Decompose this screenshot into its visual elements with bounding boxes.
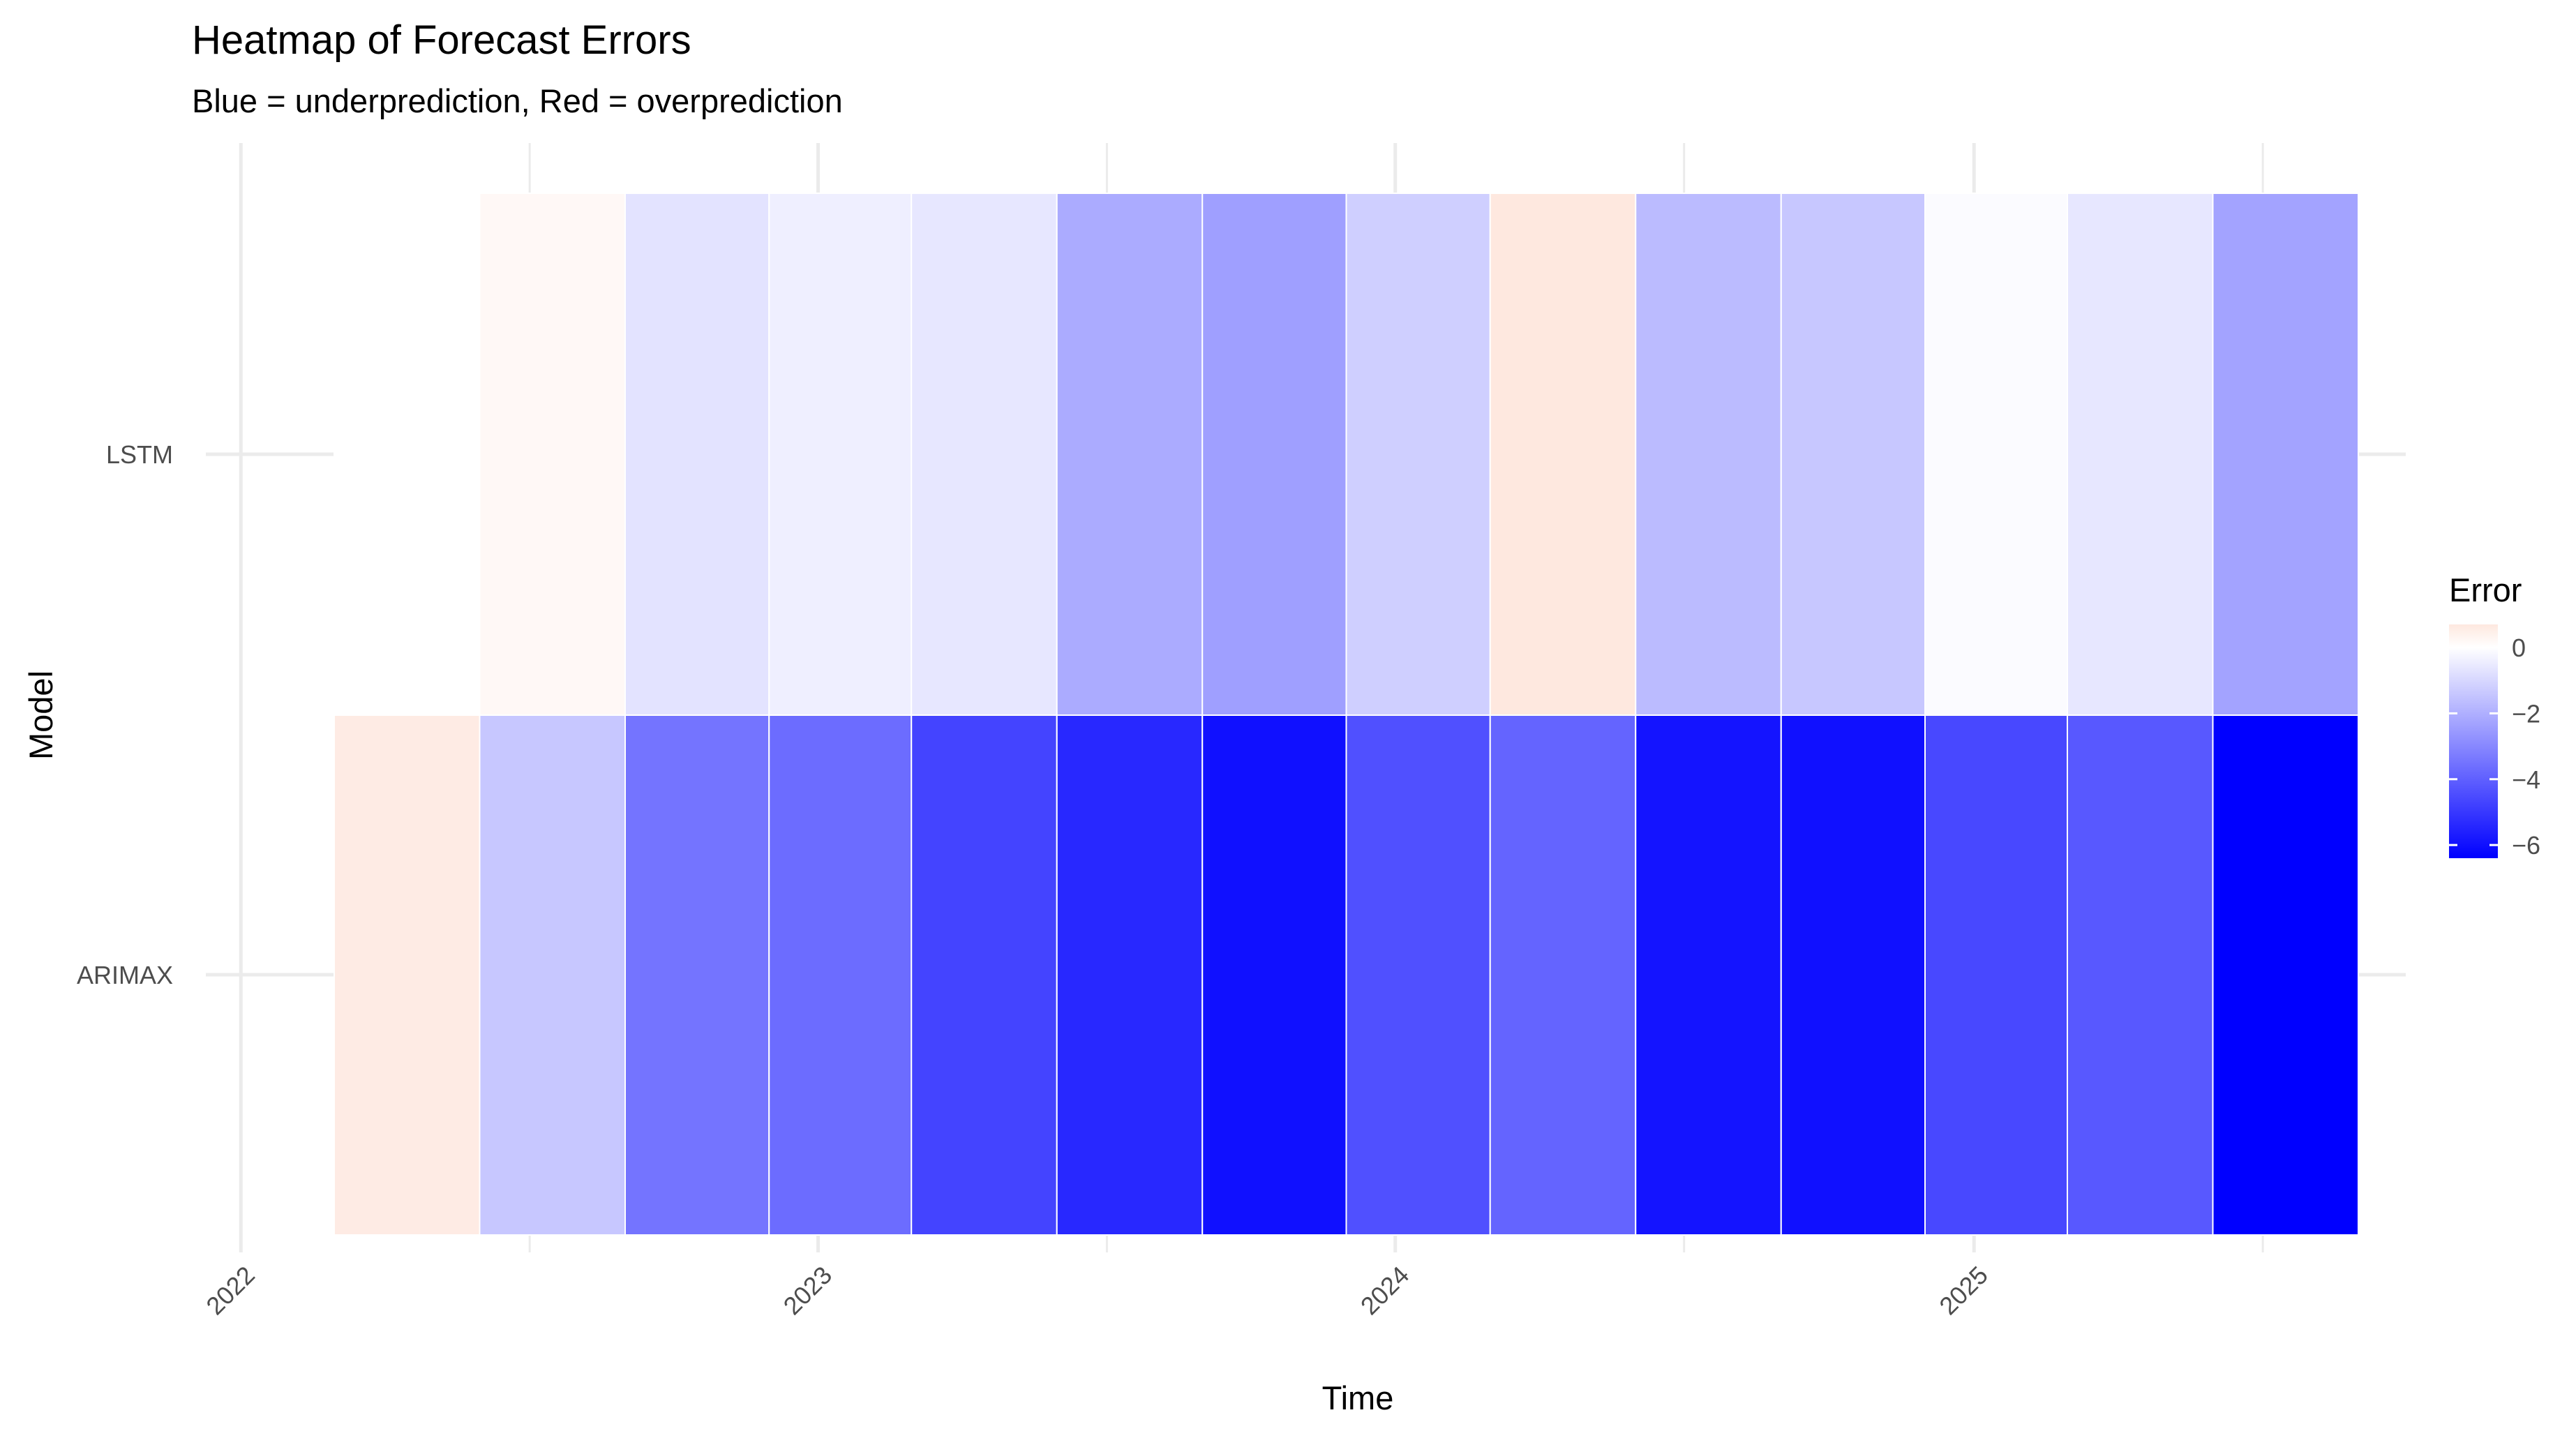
legend-tick-label: 0 (2512, 634, 2526, 662)
y-tick-labels: ARIMAX LSTM (77, 440, 173, 989)
heatmap-tile-arimax (1201, 714, 1347, 1236)
legend-tick-label: −2 (2512, 699, 2540, 728)
heatmap-tile-lstm (333, 193, 481, 716)
x-tick-label: 2024 (1355, 1261, 1415, 1321)
heatmap-tile-lstm (1056, 193, 1204, 716)
heatmap-tile-arimax (624, 714, 770, 1236)
heatmap-tile-lstm (2212, 193, 2360, 716)
y-axis-title: Model (22, 671, 59, 760)
color-legend: Error 0 −2 −4 −6 (2449, 571, 2540, 860)
x-tick-label: 2022 (200, 1261, 260, 1321)
legend-tick-label: −4 (2512, 765, 2540, 794)
heatmap-tile-lstm (911, 193, 1058, 716)
heatmap-tile-arimax (1056, 714, 1204, 1236)
x-tick-label: 2025 (1933, 1261, 1993, 1321)
heatmap-tile-lstm (768, 193, 913, 716)
heatmap-tile-arimax (911, 714, 1058, 1236)
heatmap-tile-lstm (1345, 193, 1491, 716)
legend-title: Error (2449, 571, 2522, 608)
heatmap-tile-lstm (624, 193, 770, 716)
heatmap-tile-arimax (2212, 714, 2360, 1236)
heatmap-tiles (333, 193, 2360, 1236)
heatmap-tile-arimax (1635, 714, 1782, 1236)
y-tick-label: LSTM (106, 440, 173, 469)
heatmap-tile-arimax (1489, 714, 1637, 1236)
chart-title: Heatmap of Forecast Errors (192, 17, 691, 63)
heatmap-tile-lstm (1201, 193, 1347, 716)
heatmap-tile-arimax (768, 714, 913, 1236)
heatmap-tile-arimax (1924, 714, 2068, 1236)
heatmap-tile-arimax (1345, 714, 1491, 1236)
heatmap-tile-lstm (1489, 193, 1637, 716)
heatmap-tile-lstm (479, 193, 627, 716)
heatmap-tile-lstm (1924, 193, 2068, 716)
heatmap-tile-lstm (1780, 193, 1926, 716)
x-tick-labels: 2022 2023 2024 2025 (200, 1261, 1993, 1321)
heatmap-tile-lstm (2066, 193, 2214, 716)
heatmap-tile-arimax (333, 714, 481, 1236)
x-tick-label: 2023 (778, 1261, 838, 1321)
legend-colorbar (2449, 624, 2498, 858)
heatmap-tile-arimax (2066, 714, 2214, 1236)
x-axis-title: Time (1322, 1379, 1394, 1416)
legend-tick-label: −6 (2512, 831, 2540, 860)
heatmap-tile-arimax (479, 714, 627, 1236)
chart-subtitle: Blue = underprediction, Red = overpredic… (192, 82, 843, 119)
heatmap-tile-lstm (1635, 193, 1782, 716)
heatmap-tile-arimax (1780, 714, 1926, 1236)
y-tick-label: ARIMAX (77, 961, 173, 989)
